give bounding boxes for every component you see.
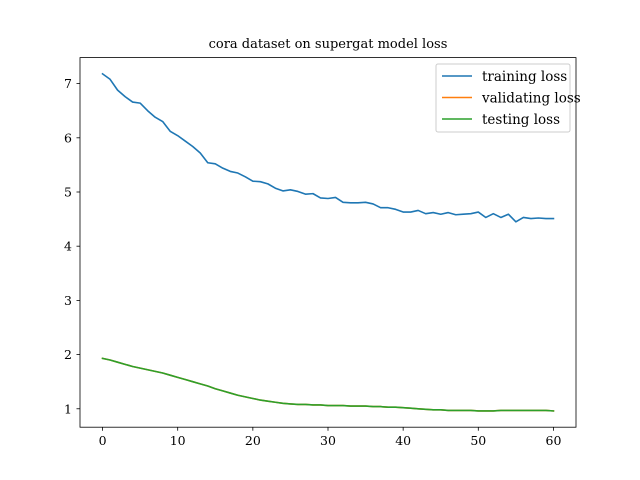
- x-tick-label: 30: [320, 433, 336, 448]
- x-tick-label: 10: [170, 433, 186, 448]
- series-line-training-loss: [101, 72, 555, 223]
- series-line-validating-loss: [101, 357, 555, 412]
- x-tick-label: 40: [395, 433, 411, 448]
- legend-label-testing-loss: testing loss: [482, 112, 560, 128]
- series-lines: [101, 72, 555, 412]
- y-tick-label: 2: [64, 347, 72, 362]
- legend-label-training-loss: training loss: [482, 69, 567, 85]
- y-tick-label: 4: [64, 239, 72, 254]
- chart-title: cora dataset on supergat model loss: [209, 37, 448, 52]
- y-axis: 1 2 3 4 5 6 7: [64, 76, 80, 416]
- legend-frame: [435, 63, 571, 133]
- x-tick-label: 50: [470, 433, 486, 448]
- x-tick-label: 60: [546, 433, 562, 448]
- y-tick-label: 7: [64, 76, 72, 91]
- y-tick-label: 1: [64, 401, 72, 416]
- legend-label-validating-loss: validating loss: [481, 91, 581, 107]
- x-tick-label: 20: [245, 433, 261, 448]
- legend: training loss validating loss testing loss: [435, 63, 581, 133]
- y-tick-label: 6: [64, 130, 72, 145]
- y-tick-label: 3: [64, 293, 72, 308]
- y-tick-label: 5: [64, 185, 72, 200]
- x-tick-label: 0: [99, 433, 107, 448]
- x-axis: 0 10 20 30 40 50 60: [99, 427, 562, 448]
- series-line-testing-loss: [101, 357, 555, 412]
